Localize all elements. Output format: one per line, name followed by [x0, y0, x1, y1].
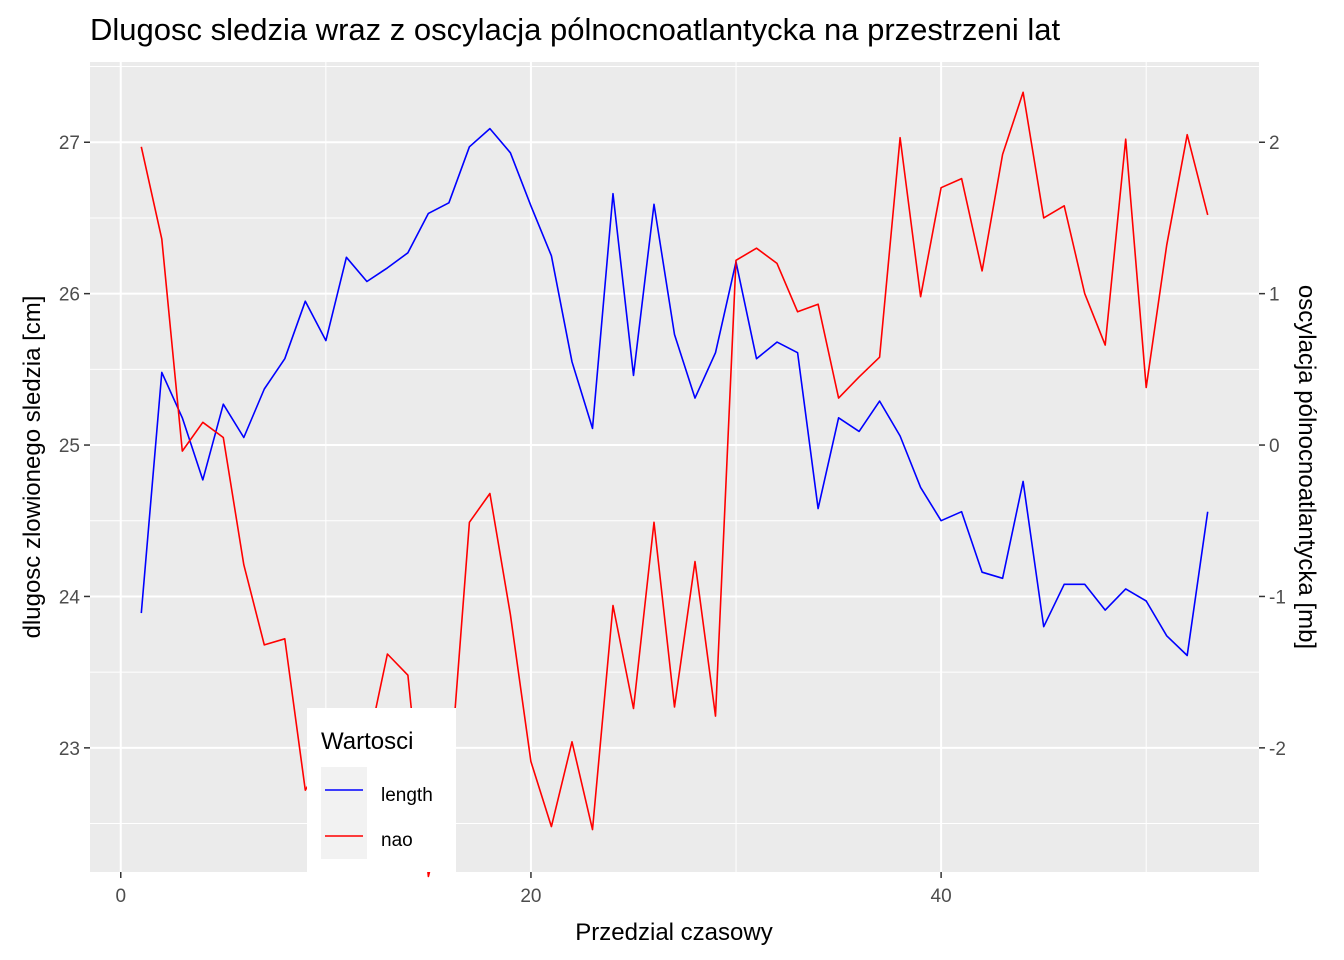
y2-tick-label: 1	[1269, 285, 1280, 306]
grid-minor	[90, 62, 1259, 872]
legend-label-length: length	[381, 785, 433, 806]
y-tick-label: 24	[59, 587, 81, 608]
x-tick-label: 40	[931, 886, 952, 907]
y2-tick-label: -1	[1269, 587, 1286, 608]
y2-axis-title: oscylacja pólnocnoatlantycka [mb]	[1293, 285, 1320, 649]
plot-panel	[90, 62, 1259, 872]
y-tick-label: 23	[59, 739, 80, 760]
legend-title: Wartosci	[321, 728, 413, 755]
chart-title: Dlugosc sledzia wraz z oscylacja pólnocn…	[90, 12, 1060, 47]
x-tick-label: 20	[520, 886, 541, 907]
y2-tick-label: -2	[1269, 739, 1286, 760]
legend: Wartosci length nao	[307, 708, 456, 872]
axes-layer: 0 20 40 23 24 25 26 27 -2 -1 0 1 2	[59, 133, 1286, 907]
y-tick-label: 27	[59, 133, 80, 154]
y2-tick-label: 2	[1269, 133, 1280, 154]
y-tick-label: 26	[59, 285, 80, 306]
y2-tick-label: 0	[1269, 436, 1280, 457]
y-tick-label: 25	[59, 436, 80, 457]
x-axis-title: Przedzial czasowy	[575, 919, 772, 946]
x-tick-label: 0	[115, 886, 126, 907]
legend-label-nao: nao	[381, 830, 413, 851]
series-line-length	[140, 127, 1209, 657]
y-axis-title: dlugosc zlowionego sledzia [cm]	[19, 296, 46, 639]
grid-major	[90, 62, 1259, 872]
